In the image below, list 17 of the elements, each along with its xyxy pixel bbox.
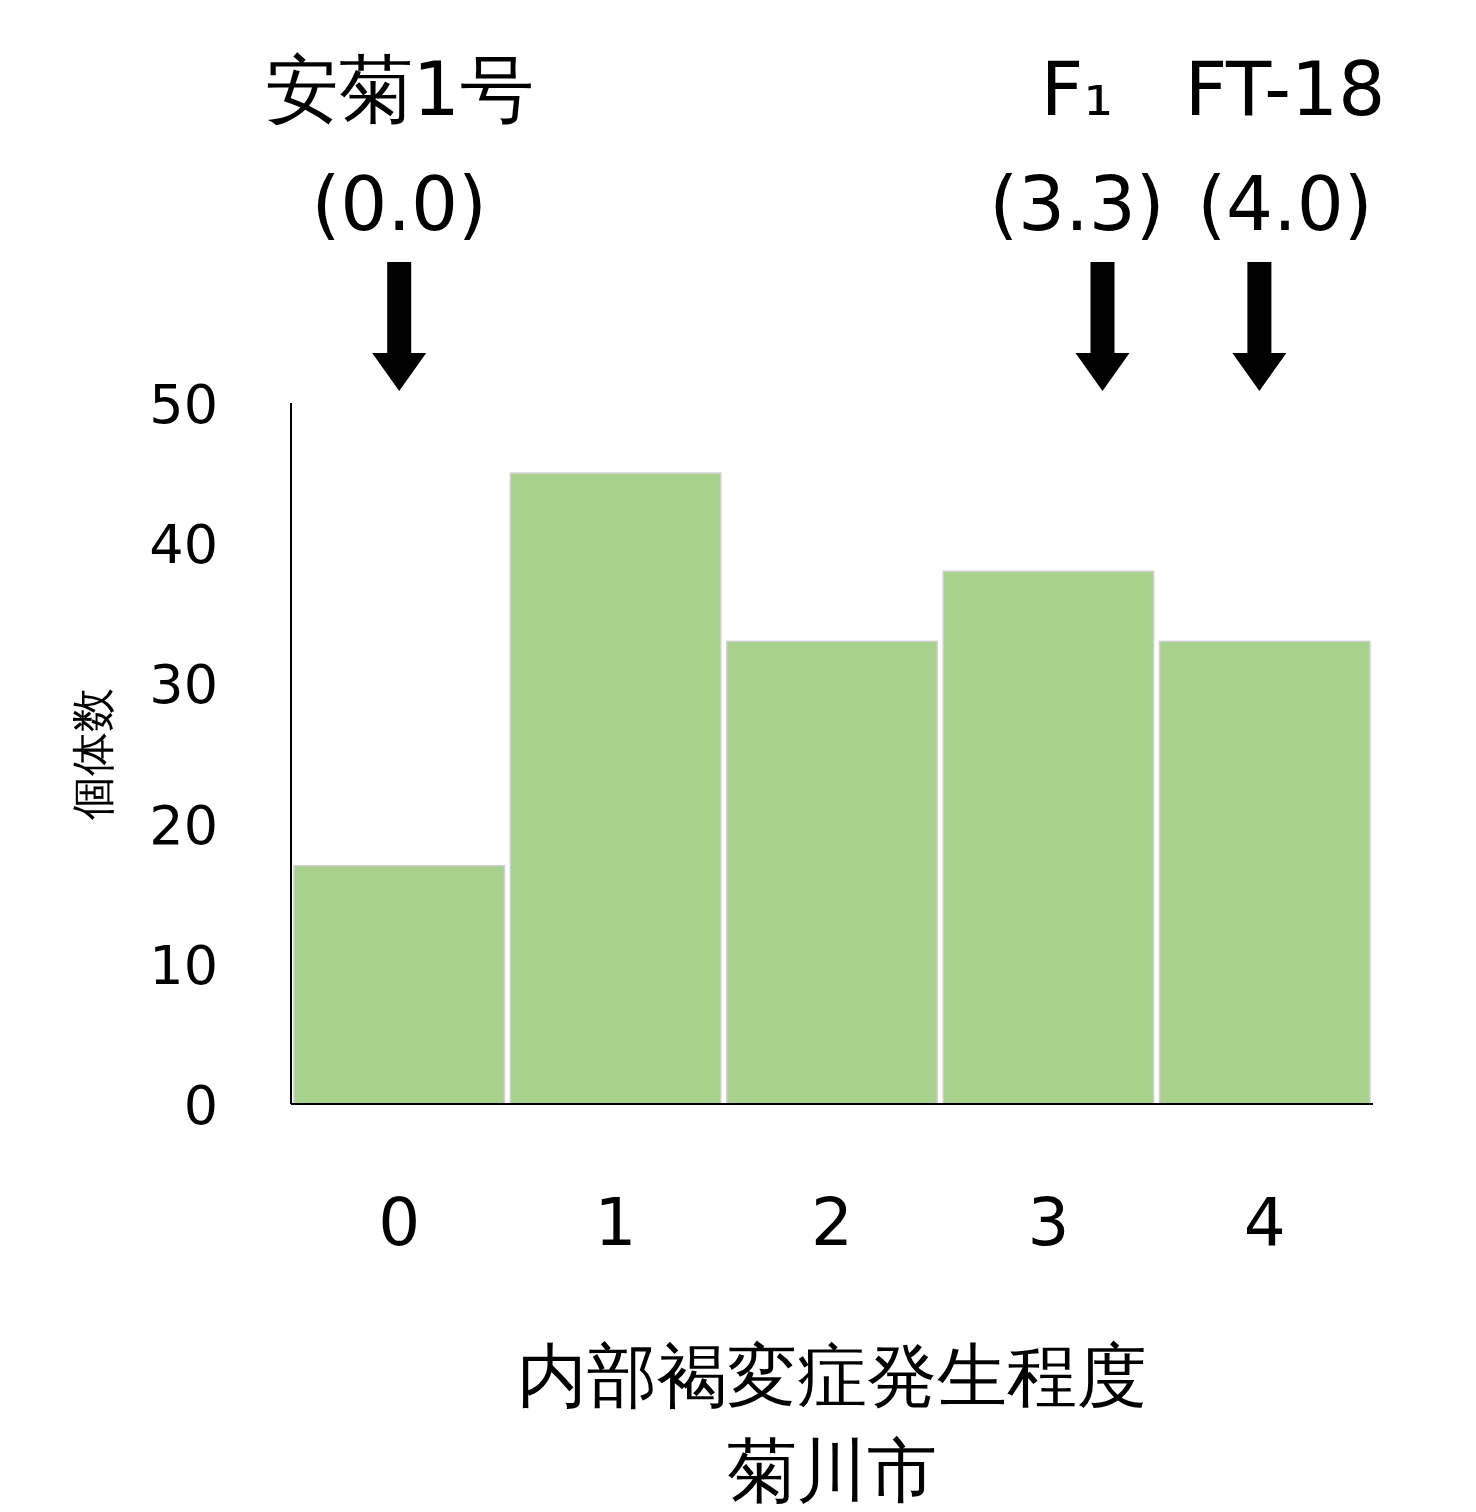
- y-tick-label: 20: [149, 793, 218, 857]
- x-tick-label: 2: [811, 1184, 853, 1261]
- text: F₁ (3.3): [989, 46, 1165, 247]
- text: FT-18 (4.0): [1184, 46, 1386, 247]
- x-tick-label: 4: [1243, 1184, 1286, 1261]
- y-tick-label: 50: [149, 373, 218, 436]
- y-tick-label: 0: [183, 1074, 218, 1137]
- y-tick-label: 40: [149, 513, 218, 577]
- x-tick-label: 0: [378, 1184, 421, 1261]
- y-axis-title: 個体数: [67, 687, 118, 820]
- x-axis-title: 内部褐変症発生程度: [517, 1335, 1147, 1417]
- x-tick-label: 1: [594, 1184, 637, 1261]
- y-tick-label: 30: [149, 653, 218, 717]
- y-tick-label: 10: [149, 933, 218, 997]
- text: 安菊1号 (0.0): [264, 46, 534, 247]
- text: 菊川市: [727, 1430, 937, 1512]
- x-tick-label: 3: [1027, 1184, 1070, 1261]
